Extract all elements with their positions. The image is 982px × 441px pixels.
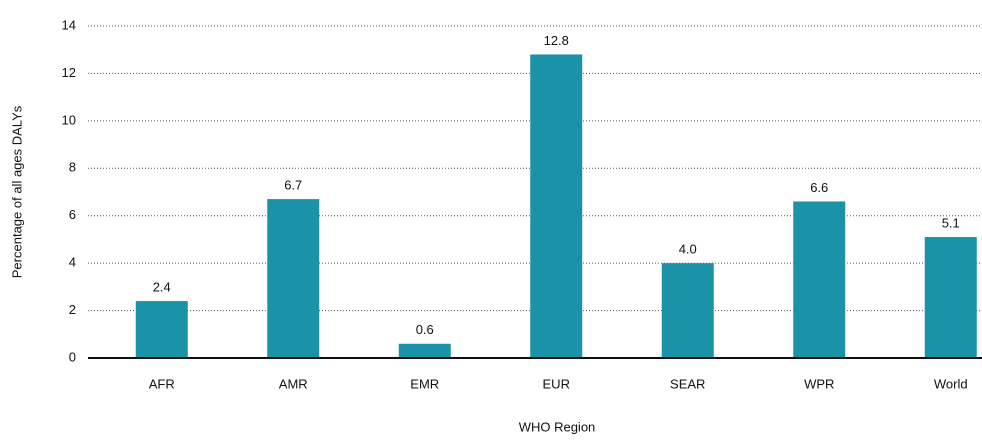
y-tick-label: 2 <box>69 302 76 317</box>
y-tick-label: 10 <box>62 112 76 127</box>
x-tick-label: AFR <box>149 376 175 391</box>
x-tick-label: World <box>934 376 968 391</box>
bar <box>135 301 188 358</box>
data-label: 5.1 <box>942 215 960 230</box>
y-tick-label: 12 <box>62 65 76 80</box>
x-tick-label: EUR <box>543 376 570 391</box>
data-label: 4.0 <box>679 242 697 257</box>
bar <box>661 263 714 358</box>
bar <box>924 237 977 358</box>
x-tick-label: EMR <box>410 376 439 391</box>
x-tick-label: SEAR <box>670 376 705 391</box>
x-tick-label: WPR <box>804 376 834 391</box>
data-label: 0.6 <box>416 322 434 337</box>
y-tick-label: 8 <box>69 160 76 175</box>
data-label: 6.6 <box>810 180 828 195</box>
x-tick-label: AMR <box>279 376 308 391</box>
y-axis-title: Percentage of all ages DALYs <box>9 105 24 278</box>
bar <box>398 343 451 358</box>
data-label: 6.7 <box>284 178 302 193</box>
data-label: 2.4 <box>153 280 171 295</box>
bar <box>793 201 846 358</box>
y-tick-label: 0 <box>69 349 76 364</box>
bar <box>530 54 583 358</box>
x-axis-title: WHO Region <box>519 419 596 434</box>
y-tick-label: 4 <box>69 255 76 270</box>
y-tick-label: 6 <box>69 207 76 222</box>
bar <box>267 199 320 358</box>
data-label: 12.8 <box>544 33 569 48</box>
y-tick-label: 14 <box>62 17 76 32</box>
